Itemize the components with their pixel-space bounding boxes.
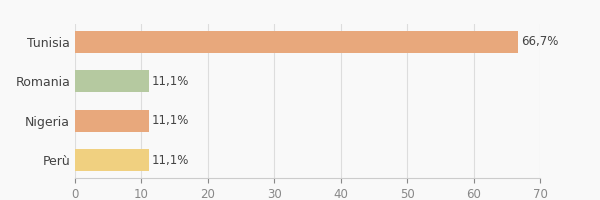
Bar bbox=[75, 110, 149, 132]
Bar bbox=[75, 31, 518, 53]
Text: 11,1%: 11,1% bbox=[152, 114, 190, 127]
Text: 66,7%: 66,7% bbox=[521, 35, 559, 48]
Text: 11,1%: 11,1% bbox=[152, 75, 190, 88]
Text: 11,1%: 11,1% bbox=[152, 154, 190, 167]
Bar bbox=[75, 149, 149, 171]
Bar bbox=[75, 70, 149, 92]
